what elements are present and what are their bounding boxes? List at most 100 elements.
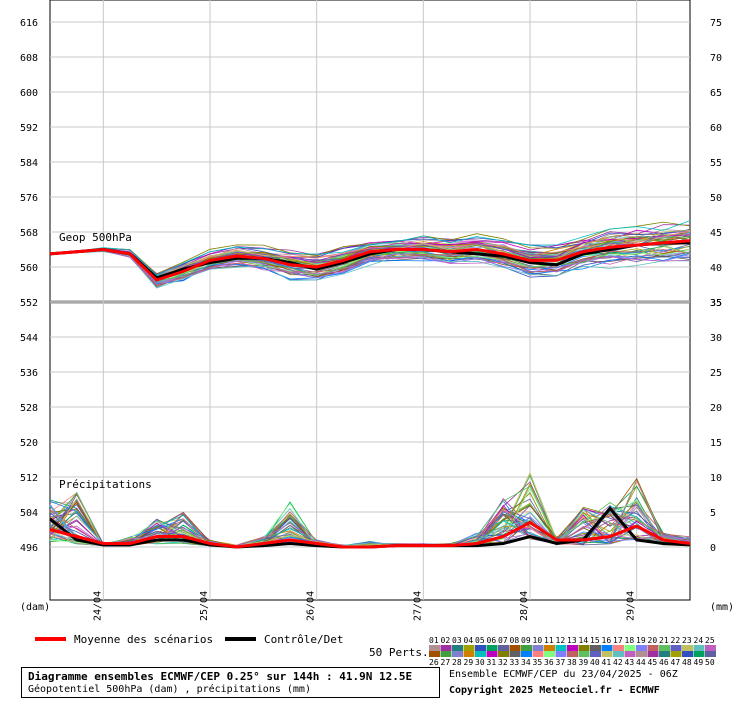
member-number: 37: [556, 658, 566, 667]
member-number: 50: [705, 658, 715, 667]
member-number: 03: [452, 636, 462, 645]
left-tick-label: 592: [20, 123, 38, 134]
member-swatch: [590, 651, 601, 657]
left-tick-label: 600: [20, 88, 38, 99]
right-tick-label: 5: [710, 508, 716, 519]
member-number: 19: [636, 636, 646, 645]
member-number: 35: [533, 658, 543, 667]
run-info: Ensemble ECMWF/CEP du 23/04/2025 - 06Z: [449, 669, 678, 680]
member-number: 11: [544, 636, 554, 645]
right-unit-label: (mm): [710, 602, 734, 613]
geop-member-line: [49, 220, 691, 277]
member-number: 13: [567, 636, 577, 645]
member-swatch: [705, 645, 716, 651]
member-swatch: [498, 651, 509, 657]
member-swatch: [659, 645, 670, 651]
member-swatch: [601, 651, 613, 657]
left-tick-label: 608: [20, 53, 38, 64]
member-swatch: [624, 651, 636, 657]
member-swatch: [429, 645, 440, 651]
right-tick-label: 45: [710, 228, 722, 239]
member-swatch: [544, 645, 555, 651]
x-tick-label: 24/04: [92, 591, 103, 621]
member-swatch: [590, 645, 601, 651]
x-tick-label: 25/04: [199, 591, 210, 621]
geop-panel-label: Geop 500hPa: [59, 231, 132, 244]
member-swatch: [555, 651, 567, 657]
member-number: 46: [659, 658, 669, 667]
member-number: 47: [671, 658, 681, 667]
chart-title: Diagramme ensembles ECMWF/CEP 0.25° sur …: [28, 670, 413, 683]
member-swatch: [429, 651, 440, 657]
member-number: 27: [441, 658, 451, 667]
member-number: 33: [510, 658, 520, 667]
member-number: 10: [533, 636, 543, 645]
member-number: 31: [487, 658, 497, 667]
left-tick-label: 616: [20, 18, 38, 29]
member-swatch: [509, 645, 521, 651]
member-number: 38: [567, 658, 577, 667]
member-number: 32: [498, 658, 508, 667]
member-swatch: [647, 651, 659, 657]
member-number: 45: [648, 658, 658, 667]
member-number: 30: [475, 658, 485, 667]
geop-member-line: [49, 250, 691, 286]
member-swatch: [693, 651, 705, 657]
member-number: 04: [464, 636, 474, 645]
member-swatch: [636, 651, 647, 657]
member-number: 06: [487, 636, 497, 645]
member-number: 43: [625, 658, 635, 667]
member-number: 02: [441, 636, 451, 645]
member-number: 22: [671, 636, 681, 645]
right-tick-label: 35: [710, 298, 722, 309]
right-tick-label: 0: [710, 543, 716, 554]
member-swatch: [532, 645, 544, 651]
geop-control-line: [49, 241, 690, 280]
member-swatch: [463, 645, 475, 651]
left-tick-label: 496: [20, 543, 38, 554]
right-tick-label: 35: [710, 298, 722, 309]
member-number: 34: [521, 658, 531, 667]
member-swatch: [682, 645, 693, 651]
member-swatch: [498, 645, 509, 651]
member-swatch: [578, 651, 590, 657]
member-swatch: [463, 651, 475, 657]
member-swatch: [475, 651, 486, 657]
precip-panel-label: Précipitations: [59, 478, 152, 491]
geop-member-line: [49, 250, 691, 285]
member-swatch: [578, 645, 590, 651]
member-swatch: [670, 651, 682, 657]
member-swatch: [486, 651, 498, 657]
right-tick-label: 70: [710, 53, 722, 64]
left-unit-label: (dam): [20, 602, 50, 613]
right-tick-label: 20: [710, 403, 722, 414]
member-swatch: [452, 651, 463, 657]
member-swatch: [475, 645, 486, 651]
member-number: 49: [694, 658, 704, 667]
left-tick-label: 504: [20, 508, 38, 519]
precip-member-line: [49, 499, 691, 547]
right-tick-label: 60: [710, 123, 722, 134]
member-swatch: [601, 645, 613, 651]
member-swatch: [705, 651, 716, 657]
member-number: 26: [429, 658, 439, 667]
member-number: 28: [452, 658, 462, 667]
member-swatch: [521, 645, 532, 651]
copyright: Copyright 2025 Meteociel.fr - ECMWF: [449, 685, 660, 696]
member-number: 29: [464, 658, 474, 667]
member-swatch: [532, 651, 544, 657]
geop-member-line: [49, 251, 690, 289]
member-number: 01: [429, 636, 439, 645]
member-swatch: [670, 645, 682, 651]
right-tick-label: 65: [710, 88, 722, 99]
member-number: 25: [705, 636, 715, 645]
member-swatch: [567, 651, 578, 657]
member-number: 08: [510, 636, 520, 645]
member-swatch: [647, 645, 659, 651]
member-swatch: [567, 645, 578, 651]
member-number: 41: [602, 658, 612, 667]
precip-mean-line: [49, 520, 691, 549]
member-number: 05: [475, 636, 485, 645]
member-swatch: [555, 645, 567, 651]
